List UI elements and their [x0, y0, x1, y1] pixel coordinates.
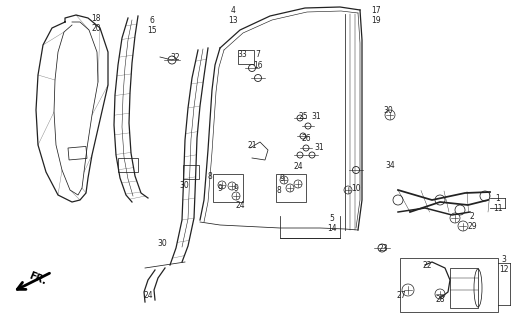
- Text: 23: 23: [378, 244, 388, 252]
- Text: 29: 29: [467, 221, 477, 230]
- Text: 11: 11: [493, 204, 503, 212]
- Bar: [276, 174, 306, 202]
- Text: 9: 9: [280, 173, 284, 182]
- Bar: [450, 268, 478, 308]
- Text: 15: 15: [147, 26, 157, 35]
- Text: 21: 21: [247, 140, 257, 149]
- Bar: [400, 258, 498, 312]
- Text: 24: 24: [235, 201, 245, 210]
- Text: 28: 28: [435, 294, 445, 303]
- Bar: [68, 147, 87, 160]
- Text: 30: 30: [383, 106, 393, 115]
- Text: 1: 1: [496, 194, 500, 203]
- Text: 18: 18: [91, 13, 101, 22]
- Text: 31: 31: [311, 111, 321, 121]
- Text: 34: 34: [385, 161, 395, 170]
- Text: 5: 5: [329, 213, 334, 222]
- Text: 3: 3: [501, 255, 507, 265]
- Circle shape: [455, 205, 465, 215]
- Text: 4: 4: [231, 5, 235, 14]
- Text: 7: 7: [255, 50, 261, 59]
- Text: 24: 24: [293, 162, 303, 171]
- Text: 9: 9: [234, 183, 238, 193]
- Text: 31: 31: [314, 142, 324, 151]
- Text: 12: 12: [499, 266, 509, 275]
- Text: 26: 26: [301, 133, 311, 142]
- Text: 8: 8: [277, 186, 281, 195]
- Text: 32: 32: [170, 52, 180, 61]
- Bar: [213, 174, 243, 202]
- Text: 14: 14: [327, 223, 337, 233]
- Circle shape: [435, 195, 445, 205]
- Text: 10: 10: [351, 183, 361, 193]
- Text: 16: 16: [253, 60, 263, 69]
- Text: 9: 9: [218, 183, 222, 193]
- Text: 20: 20: [91, 23, 101, 33]
- Circle shape: [393, 195, 403, 205]
- Circle shape: [480, 191, 490, 201]
- Text: 30: 30: [157, 238, 167, 247]
- Text: 2: 2: [469, 212, 475, 220]
- Bar: [118, 158, 138, 172]
- Text: 33: 33: [237, 50, 247, 59]
- Text: 19: 19: [371, 15, 381, 25]
- Text: 6: 6: [149, 15, 155, 25]
- Text: 30: 30: [179, 180, 189, 189]
- Text: 27: 27: [396, 292, 406, 300]
- Text: 22: 22: [422, 260, 432, 269]
- Bar: [183, 165, 199, 179]
- Bar: [238, 50, 254, 64]
- Text: FR.: FR.: [28, 271, 48, 287]
- Text: 25: 25: [298, 111, 308, 121]
- Text: 8: 8: [208, 172, 212, 180]
- Text: 17: 17: [371, 5, 381, 14]
- Text: 24: 24: [143, 292, 153, 300]
- Text: 13: 13: [228, 15, 238, 25]
